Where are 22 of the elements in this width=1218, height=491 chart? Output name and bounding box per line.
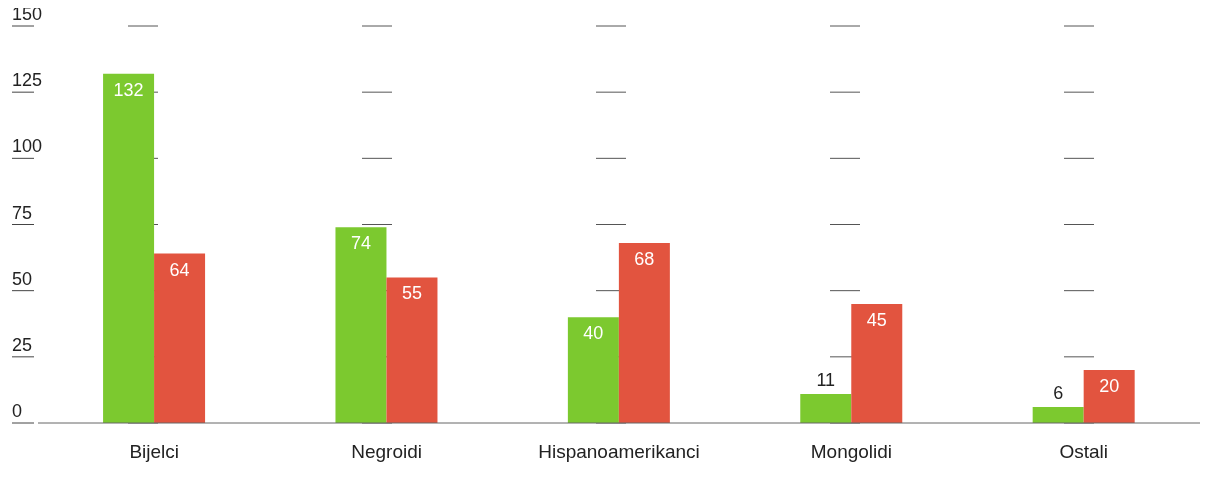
data-label: 74	[350, 233, 371, 254]
y-tick-label: 0	[12, 401, 23, 421]
y-tick-label: 50	[12, 268, 33, 289]
data-label: 55	[401, 283, 422, 304]
data-label: 64	[169, 259, 190, 280]
x-tick-label: Mongolidi	[810, 441, 893, 463]
data-label: 68	[634, 249, 655, 270]
x-tick-label: Ostali	[1059, 441, 1109, 463]
x-tick-label: Hispanoamerikanci	[538, 441, 700, 463]
y-tick-label: 150	[12, 4, 43, 24]
data-label: 132	[113, 79, 144, 100]
data-label: 20	[1099, 376, 1120, 397]
x-tick-label: Bijelci	[129, 441, 180, 463]
y-tick-label: 125	[12, 70, 43, 91]
data-label: 6	[1053, 383, 1064, 404]
y-tick-label: 100	[12, 136, 43, 157]
x-tick-label: Negroidi	[351, 441, 422, 463]
data-label: 40	[583, 323, 604, 344]
data-label: 11	[816, 369, 836, 390]
data-label: 45	[866, 309, 887, 330]
y-tick-label: 75	[12, 202, 33, 223]
y-tick-label: 25	[12, 334, 33, 355]
